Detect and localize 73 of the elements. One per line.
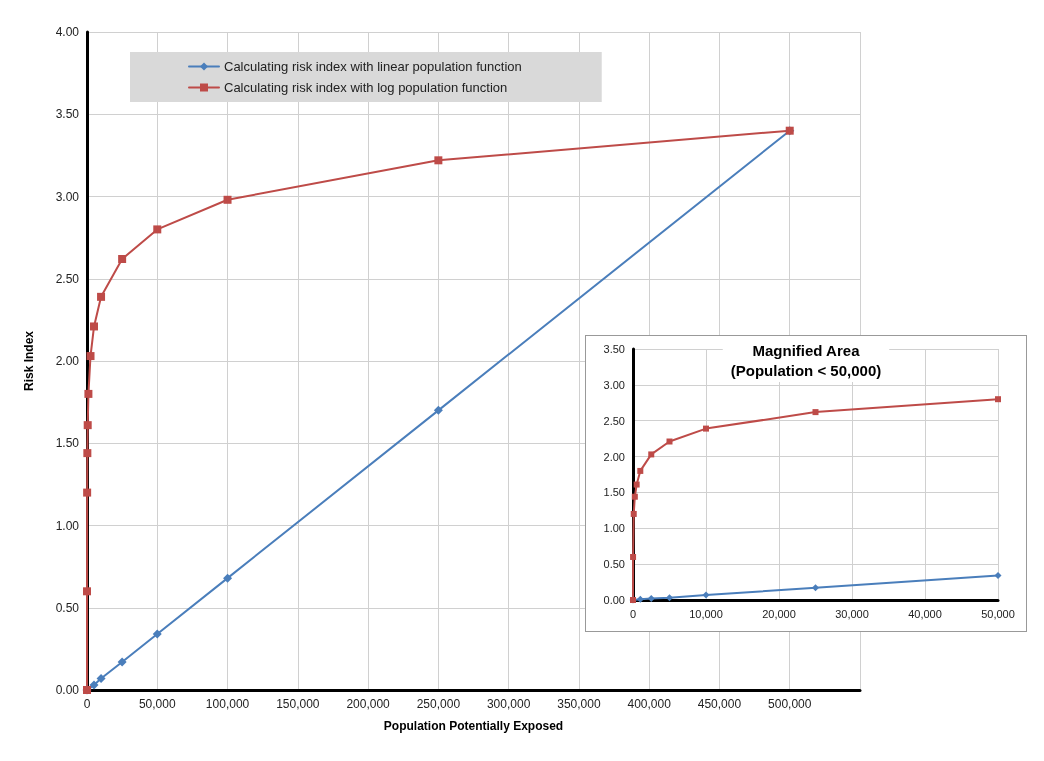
x-tick-label: 10,000: [689, 607, 723, 620]
x-tick-label: 0: [83, 697, 91, 711]
point: [648, 451, 655, 458]
y-tick-label: 3.50: [55, 107, 80, 122]
x-tick-label: 20,000: [762, 607, 796, 620]
point: [223, 573, 233, 583]
point: [666, 594, 673, 602]
x-tick-label: 400,000: [627, 697, 672, 711]
y-tick-label: 3.00: [55, 189, 80, 204]
point: [633, 481, 640, 488]
x-tick-label: 50,000: [138, 697, 176, 711]
y-tick-label: 3.50: [603, 343, 625, 355]
y-tick-label: 3.00: [603, 378, 625, 391]
x-tick-label: 350,000: [557, 697, 601, 711]
x-tick-label: 300,000: [486, 697, 531, 711]
y-tick-label: 1.00: [55, 518, 80, 533]
y-tick-label: 0.50: [603, 558, 625, 571]
point: [90, 322, 99, 331]
point: [84, 389, 93, 398]
x-tick-label: 0: [629, 607, 637, 620]
point: [153, 225, 162, 234]
point: [434, 156, 443, 165]
x-tick-label: 200,000: [346, 697, 391, 711]
x-axis-title: Population Potentially Exposed: [383, 719, 564, 733]
x-tick-label: 100,000: [205, 697, 250, 711]
x-tick-label: 500,000: [768, 697, 812, 711]
y-tick-label: 1.00: [603, 522, 625, 535]
point: [433, 405, 443, 415]
point: [89, 680, 99, 690]
point: [83, 449, 92, 458]
point: [118, 255, 127, 264]
point: [812, 409, 819, 416]
legend-label: Calculating risk index with linear population function: [224, 59, 522, 74]
x-tick-label: 30,000: [835, 607, 869, 620]
point: [223, 195, 232, 204]
y-tick-label: 4.00: [55, 25, 80, 39]
point: [83, 488, 92, 497]
point: [994, 572, 1002, 580]
y-axis-title: Risk Index: [22, 330, 36, 392]
point: [703, 425, 709, 432]
y-tick-label: 0.00: [55, 683, 80, 697]
point: [117, 657, 127, 667]
y-tick-label: 1.50: [55, 436, 80, 451]
x-tick-label: 250,000: [416, 697, 461, 711]
point: [97, 292, 106, 301]
chart-title: Magnified Area (Population < 50,000): [730, 341, 882, 379]
point: [647, 595, 655, 603]
point: [630, 510, 637, 517]
x-tick-label: 40,000: [908, 607, 942, 620]
legend-label: Calculating risk index with log population function: [224, 80, 508, 95]
y-tick-label: 0.50: [55, 600, 80, 615]
x-tick-label: 150,000: [276, 697, 320, 711]
x-tick-label: 450,000: [697, 697, 742, 711]
point: [637, 467, 644, 474]
point: [630, 553, 637, 560]
point: [666, 438, 673, 445]
point: [702, 591, 710, 599]
point: [152, 629, 162, 639]
y-tick-label: 0.00: [603, 594, 625, 606]
y-tick-label: 2.00: [603, 450, 625, 463]
point: [995, 396, 1001, 403]
point: [636, 595, 644, 603]
point: [812, 584, 819, 592]
point: [631, 493, 638, 500]
point: [83, 587, 92, 596]
y-tick-label: 2.50: [603, 414, 625, 427]
y-tick-label: 2.00: [55, 354, 80, 368]
x-tick-label: 50,000: [981, 607, 1015, 620]
y-tick-label: 2.50: [55, 271, 80, 286]
point: [86, 352, 95, 361]
point: [96, 673, 106, 683]
y-tick-label: 1.50: [603, 486, 625, 499]
point: [83, 421, 92, 430]
